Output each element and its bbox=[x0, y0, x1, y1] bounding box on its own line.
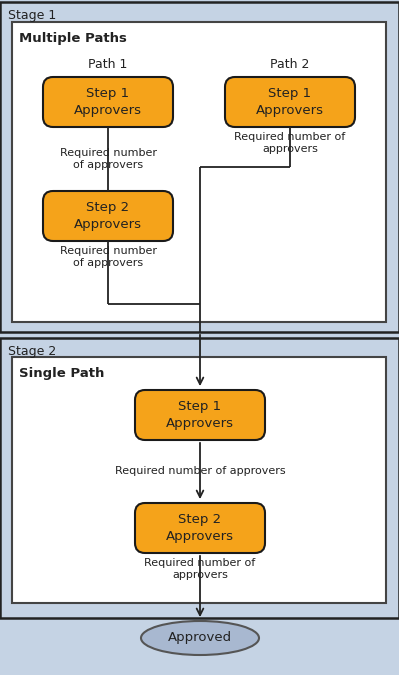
Text: Stage 2: Stage 2 bbox=[8, 346, 56, 358]
FancyBboxPatch shape bbox=[135, 503, 265, 553]
Text: Step 2
Approvers: Step 2 Approvers bbox=[74, 201, 142, 231]
Bar bbox=[0, 338, 399, 618]
Bar bbox=[12, 357, 386, 603]
Text: Required number of
approvers: Required number of approvers bbox=[144, 558, 256, 580]
Text: Step 2
Approvers: Step 2 Approvers bbox=[166, 513, 234, 543]
Text: Single Path: Single Path bbox=[19, 367, 105, 380]
FancyBboxPatch shape bbox=[43, 191, 173, 241]
Bar bbox=[0, 2, 399, 332]
Text: Required number of
approvers: Required number of approvers bbox=[234, 132, 346, 154]
Text: Required number
of approvers: Required number of approvers bbox=[59, 246, 156, 267]
Text: Required number
of approvers: Required number of approvers bbox=[59, 148, 156, 170]
Text: Path 1: Path 1 bbox=[88, 58, 128, 71]
Text: Stage 1: Stage 1 bbox=[8, 9, 56, 22]
FancyBboxPatch shape bbox=[43, 77, 173, 127]
Ellipse shape bbox=[141, 621, 259, 655]
Text: Required number of approvers: Required number of approvers bbox=[115, 466, 285, 477]
Text: Approved: Approved bbox=[168, 632, 232, 645]
Text: Path 2: Path 2 bbox=[270, 58, 310, 71]
Text: Step 1
Approvers: Step 1 Approvers bbox=[166, 400, 234, 430]
Bar bbox=[12, 22, 386, 322]
FancyBboxPatch shape bbox=[135, 390, 265, 440]
Text: Step 1
Approvers: Step 1 Approvers bbox=[74, 87, 142, 117]
Text: Step 1
Approvers: Step 1 Approvers bbox=[256, 87, 324, 117]
Text: Multiple Paths: Multiple Paths bbox=[19, 32, 127, 45]
FancyBboxPatch shape bbox=[225, 77, 355, 127]
